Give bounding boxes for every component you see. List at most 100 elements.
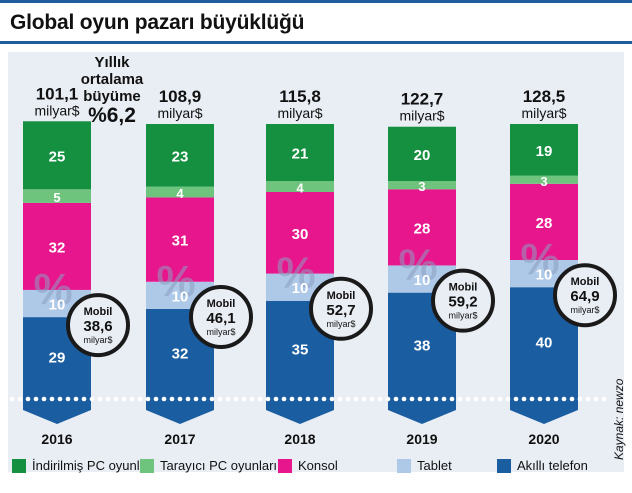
baseline-dot	[337, 396, 343, 402]
bar-segment	[266, 181, 334, 192]
baseline-dot	[289, 396, 295, 402]
baseline-dot	[217, 396, 223, 402]
growth-label-line2: ortalama büyüme	[80, 71, 144, 105]
segment-label: 10	[172, 288, 189, 305]
percent-glyph: %	[398, 240, 437, 289]
mobile-badge	[66, 293, 130, 358]
mobile-value: 46,1	[206, 310, 235, 327]
baseline-dot	[81, 396, 87, 402]
legend-swatch	[497, 458, 511, 473]
baseline-dot	[577, 396, 583, 402]
bar-segment	[266, 192, 334, 274]
bar-segment	[146, 124, 214, 187]
segment-label: 28	[414, 220, 431, 237]
baseline-dot	[353, 396, 359, 402]
baseline-dot	[49, 396, 55, 402]
baseline-dot	[169, 396, 175, 402]
baseline-dot	[41, 396, 47, 402]
bar-segment	[23, 189, 91, 203]
baseline-dot	[121, 396, 127, 402]
baseline-dot	[185, 396, 191, 402]
segment-label: 23	[172, 148, 189, 165]
baseline-dot	[401, 396, 407, 402]
baseline-dot	[249, 396, 255, 402]
year-tick-label: 2017	[164, 431, 195, 447]
percent-glyph: %	[156, 257, 195, 306]
baseline-dot	[153, 396, 159, 402]
baseline-dot	[529, 396, 535, 402]
mobile-badge	[431, 268, 495, 333]
bar-segment	[388, 181, 456, 190]
baseline-dot	[593, 396, 599, 402]
bar-arrow-tip	[146, 396, 214, 424]
mobile-unit: milyar$	[326, 319, 355, 329]
baseline-dot	[209, 396, 215, 402]
mobile-unit: milyar$	[570, 305, 599, 315]
segment-label: 10	[292, 280, 309, 297]
baseline-dot	[89, 396, 95, 402]
year-tick-label: 2018	[284, 431, 315, 447]
baseline-dot	[161, 396, 167, 402]
baseline-dot	[33, 396, 39, 402]
baseline-dot	[313, 396, 319, 402]
baseline-dot	[441, 396, 447, 402]
baseline-dot	[585, 396, 591, 402]
baseline-dot	[57, 396, 63, 402]
baseline-dot	[97, 396, 103, 402]
segment-label: 32	[172, 345, 189, 362]
total-unit: milyar$	[277, 105, 322, 121]
baseline-dot	[553, 396, 559, 402]
bar-arrow-tip	[23, 396, 91, 424]
baseline-dot	[409, 396, 415, 402]
bar-segment	[23, 202, 91, 290]
mobile-label: Mobil	[571, 276, 600, 288]
baseline-dot	[281, 396, 287, 402]
baseline-dot	[425, 396, 431, 402]
baseline-dot	[329, 396, 335, 402]
mobile-label: Mobil	[207, 298, 236, 310]
legend-swatch	[397, 458, 411, 473]
baseline-dot	[417, 396, 423, 402]
stacked-bar-chart: %291032525101,1milyar$Mobil38,6milyar$20…	[9, 84, 617, 447]
baseline-dot	[305, 396, 311, 402]
bar-arrow-tip	[388, 396, 456, 424]
bar-segment	[23, 121, 91, 190]
mobile-label: Mobil	[449, 282, 478, 294]
mobile-value: 59,2	[448, 294, 477, 311]
baseline-dot	[361, 396, 367, 402]
total-value: 128,5	[523, 87, 566, 106]
legend-item: Konsol	[278, 458, 338, 473]
segment-label: 38	[414, 337, 431, 354]
baseline-dot	[225, 396, 231, 402]
baseline-dot	[569, 396, 575, 402]
segment-label: 30	[292, 226, 309, 243]
legend-item: Tablet	[397, 458, 452, 473]
baseline-dot	[505, 396, 511, 402]
chart-panel: % 29 10 32 5 25 101,1 milyar$ Mobil 38,6 milyar$ 20…	[8, 52, 624, 472]
bar-segment	[388, 189, 456, 266]
segment-label: 4	[176, 186, 184, 201]
bar-segment	[146, 186, 214, 198]
baseline-dot	[345, 396, 351, 402]
legend-item: İndirilmiş PC oyunları	[12, 458, 155, 473]
legend-item: Tarayıcı PC oyunları	[140, 458, 277, 473]
bar-segment	[388, 126, 456, 182]
legend-label: Tablet	[417, 458, 452, 473]
mobile-value: 52,7	[326, 302, 355, 319]
total-unit: milyar$	[521, 105, 566, 121]
growth-annotation: Yıllık ortalama büyüme %6,2	[52, 54, 172, 127]
baseline-dot	[457, 396, 463, 402]
mobile-value: 38,6	[83, 318, 112, 335]
header-bar: Global oyun pazarı büyüklüğü	[0, 0, 632, 44]
total-value: 108,9	[159, 87, 202, 106]
segment-label: 35	[292, 341, 309, 358]
baseline-dot	[17, 396, 23, 402]
total-value: 122,7	[401, 90, 444, 109]
baseline-dot	[321, 396, 327, 402]
mobile-value: 64,9	[570, 288, 599, 305]
baseline-dot	[465, 396, 471, 402]
year-tick-label: 2019	[406, 431, 437, 447]
baseline-dot	[377, 396, 383, 402]
segment-label: 10	[49, 297, 66, 314]
baseline-dot	[393, 396, 399, 402]
